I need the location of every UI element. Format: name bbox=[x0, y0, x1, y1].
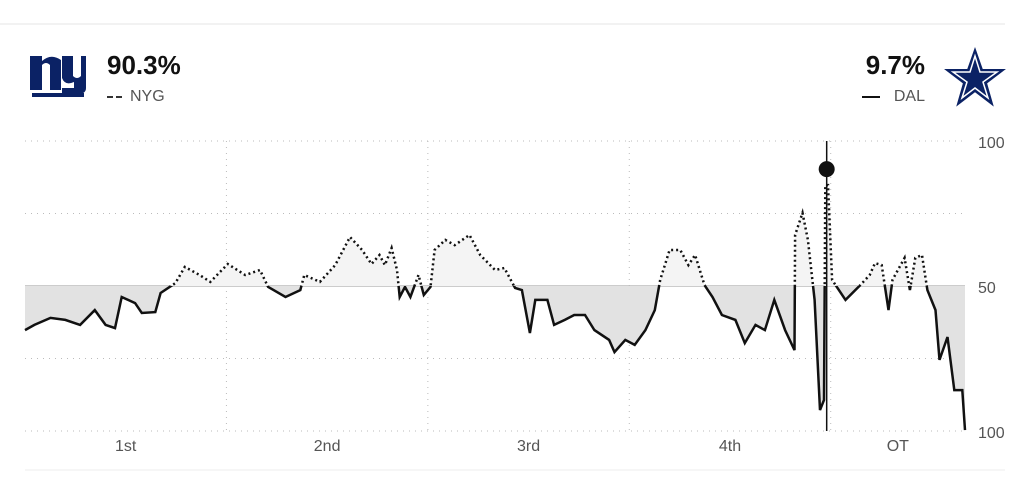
dal-logo bbox=[944, 46, 1006, 107]
dal-percent: 9.7% bbox=[866, 50, 925, 80]
plot: 1st 2nd 3rd 4th OT 100 50 100 bbox=[24, 135, 1005, 455]
area-underdog bbox=[25, 286, 965, 431]
y-tick-label: 100 bbox=[978, 425, 1005, 442]
nyg-percent: 90.3% bbox=[107, 50, 181, 80]
period-label: 4th bbox=[719, 438, 741, 455]
period-label: 3rd bbox=[517, 438, 540, 455]
area-favored bbox=[25, 185, 965, 286]
period-label: 1st bbox=[115, 438, 137, 455]
nyg-legend: NYG bbox=[130, 88, 165, 105]
period-label: OT bbox=[887, 438, 909, 455]
dal-legend: DAL bbox=[894, 88, 925, 105]
period-label: 2nd bbox=[314, 438, 341, 455]
nyg-logo bbox=[30, 56, 86, 97]
line-dal-favored bbox=[24, 286, 967, 431]
y-tick-label: 50 bbox=[978, 280, 996, 297]
y-tick-label: 100 bbox=[978, 135, 1005, 152]
current-marker bbox=[818, 161, 835, 178]
